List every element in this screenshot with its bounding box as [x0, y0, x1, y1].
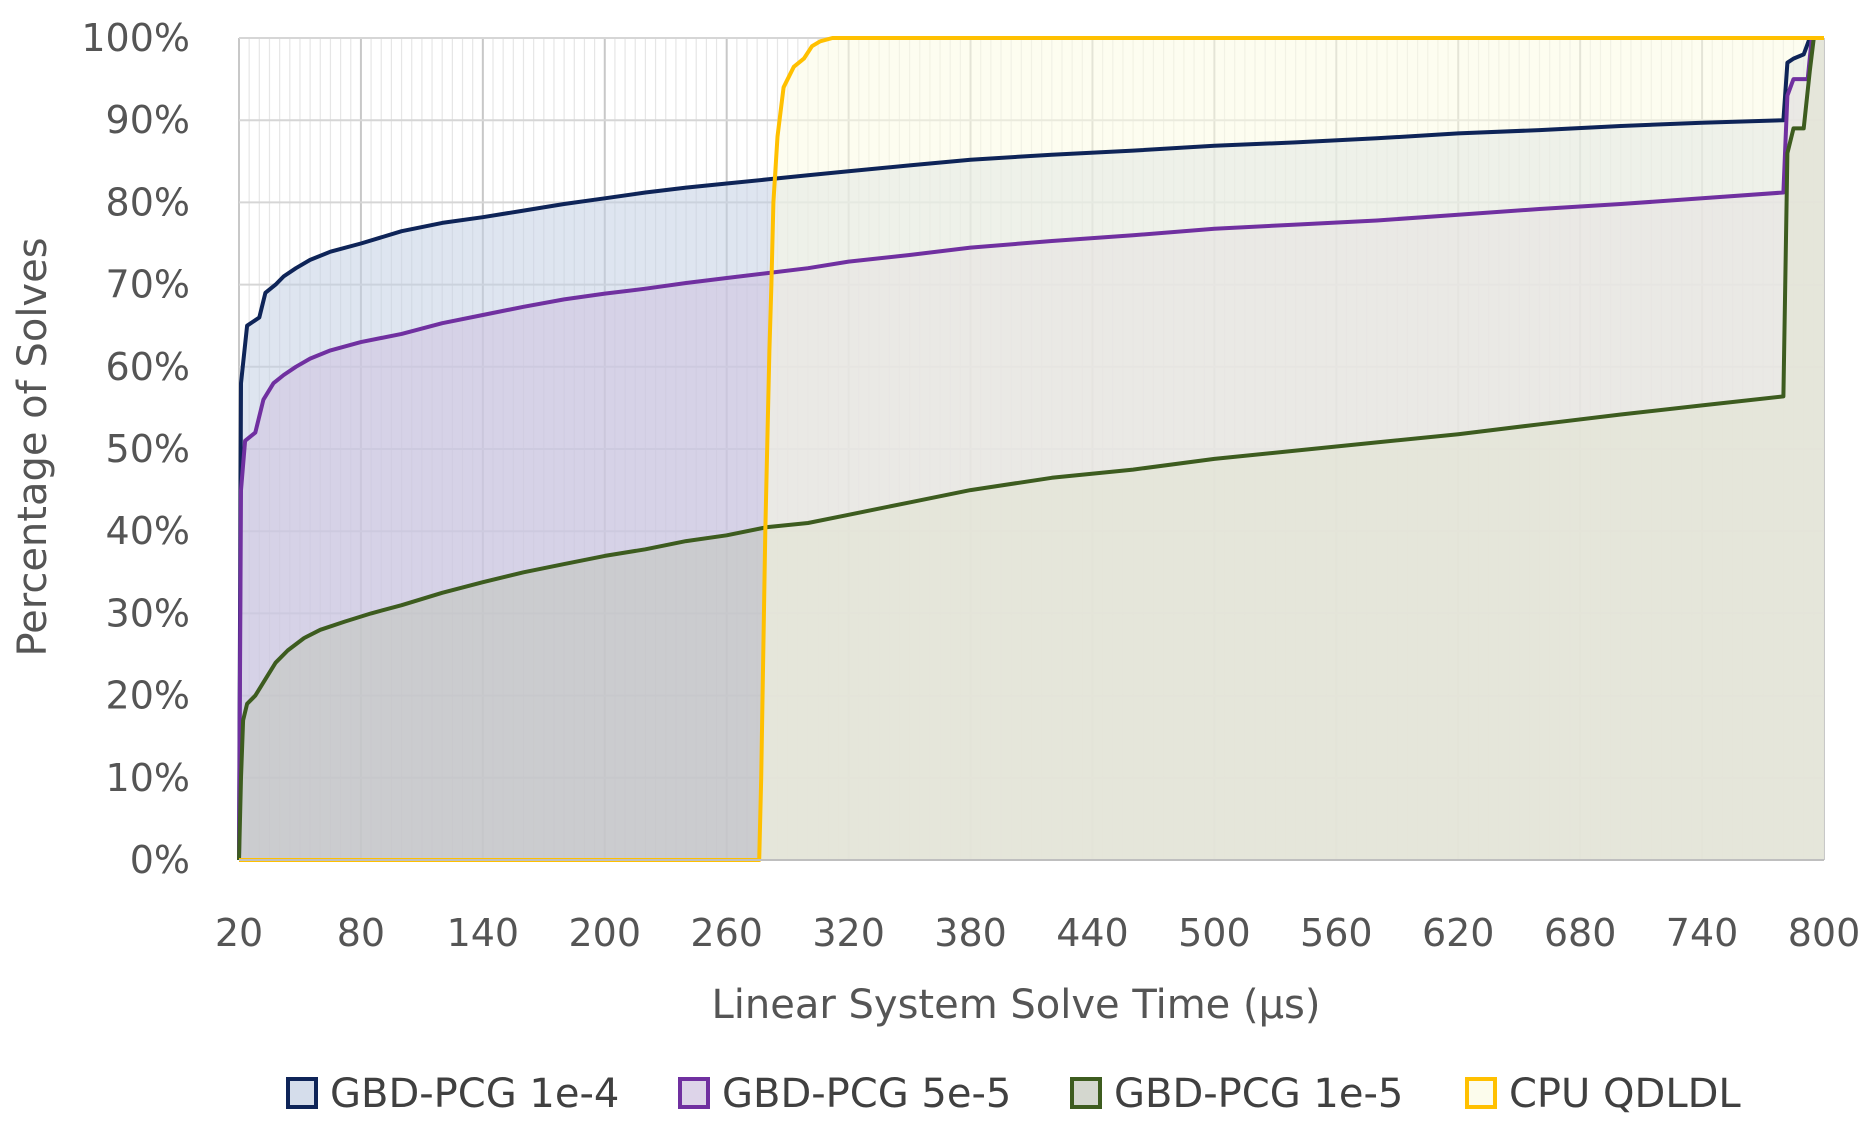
x-tick-label: 800 [1788, 911, 1861, 955]
x-tick-labels: 20 80 140 200 260 320 380 440 500 560 620 680 740 800 [215, 911, 1860, 955]
legend-label: GBD-PCG 1e-4 [330, 1071, 619, 1117]
x-tick-label: 680 [1544, 911, 1617, 955]
x-axis-title: Linear System Solve Time (µs) [712, 982, 1321, 1028]
x-tick-label: 20 [215, 911, 263, 955]
y-tick-label: 20% [106, 674, 190, 718]
series-lines [237, 36, 1824, 862]
x-tick-label: 140 [447, 911, 520, 955]
legend: GBD-PCG 1e-4 GBD-PCG 5e-5 GBD-PCG 1e-5 CPU … [286, 1071, 1741, 1117]
x-tick-label: 440 [1056, 911, 1129, 955]
y-tick-label: 30% [106, 591, 190, 635]
series-line-1 [237, 36, 1824, 861]
y-tick-labels: 0% 10% 20% 30% 40% 50% 60% 70% 80% 90% 100% [81, 16, 190, 882]
legend-swatch [1070, 1077, 1102, 1109]
y-axis-title: Percentage of Solves [10, 237, 56, 656]
legend-label: GBD-PCG 1e-5 [1114, 1071, 1403, 1117]
legend-item-2: GBD-PCG 1e-5 [1070, 1071, 1403, 1117]
y-tick-label: 70% [106, 263, 190, 307]
x-tick-label: 500 [1178, 911, 1251, 955]
series-line-3 [239, 36, 1824, 862]
legend-swatch [678, 1077, 710, 1109]
legend-swatch [1465, 1077, 1497, 1109]
legend-label: GBD-PCG 5e-5 [722, 1071, 1011, 1117]
x-tick-label: 80 [337, 911, 385, 955]
y-tick-label: 100% [81, 16, 190, 60]
y-tick-label: 40% [106, 509, 190, 553]
legend-label: CPU QDLDL [1509, 1071, 1741, 1117]
series-line-2 [237, 36, 1824, 861]
y-tick-label: 90% [106, 98, 190, 142]
y-tick-label: 50% [106, 427, 190, 471]
x-tick-label: 560 [1300, 911, 1373, 955]
x-tick-label: 320 [812, 911, 885, 955]
x-tick-label: 200 [569, 911, 642, 955]
y-tick-label: 60% [106, 345, 190, 389]
y-tick-label: 0% [130, 838, 190, 882]
y-tick-label: 80% [106, 180, 190, 224]
legend-item-0: GBD-PCG 1e-4 [286, 1071, 619, 1117]
legend-item-1: GBD-PCG 5e-5 [678, 1071, 1011, 1117]
legend-swatch [286, 1077, 318, 1109]
series-line-0 [237, 36, 1824, 861]
x-tick-label: 620 [1422, 911, 1495, 955]
x-tick-label: 380 [934, 911, 1007, 955]
series-area-3 [239, 38, 1824, 860]
x-tick-label: 260 [690, 911, 763, 955]
y-tick-label: 10% [106, 756, 190, 800]
series-areas [239, 38, 1824, 860]
legend-item-3: CPU QDLDL [1465, 1071, 1741, 1117]
x-tick-label: 740 [1666, 911, 1739, 955]
